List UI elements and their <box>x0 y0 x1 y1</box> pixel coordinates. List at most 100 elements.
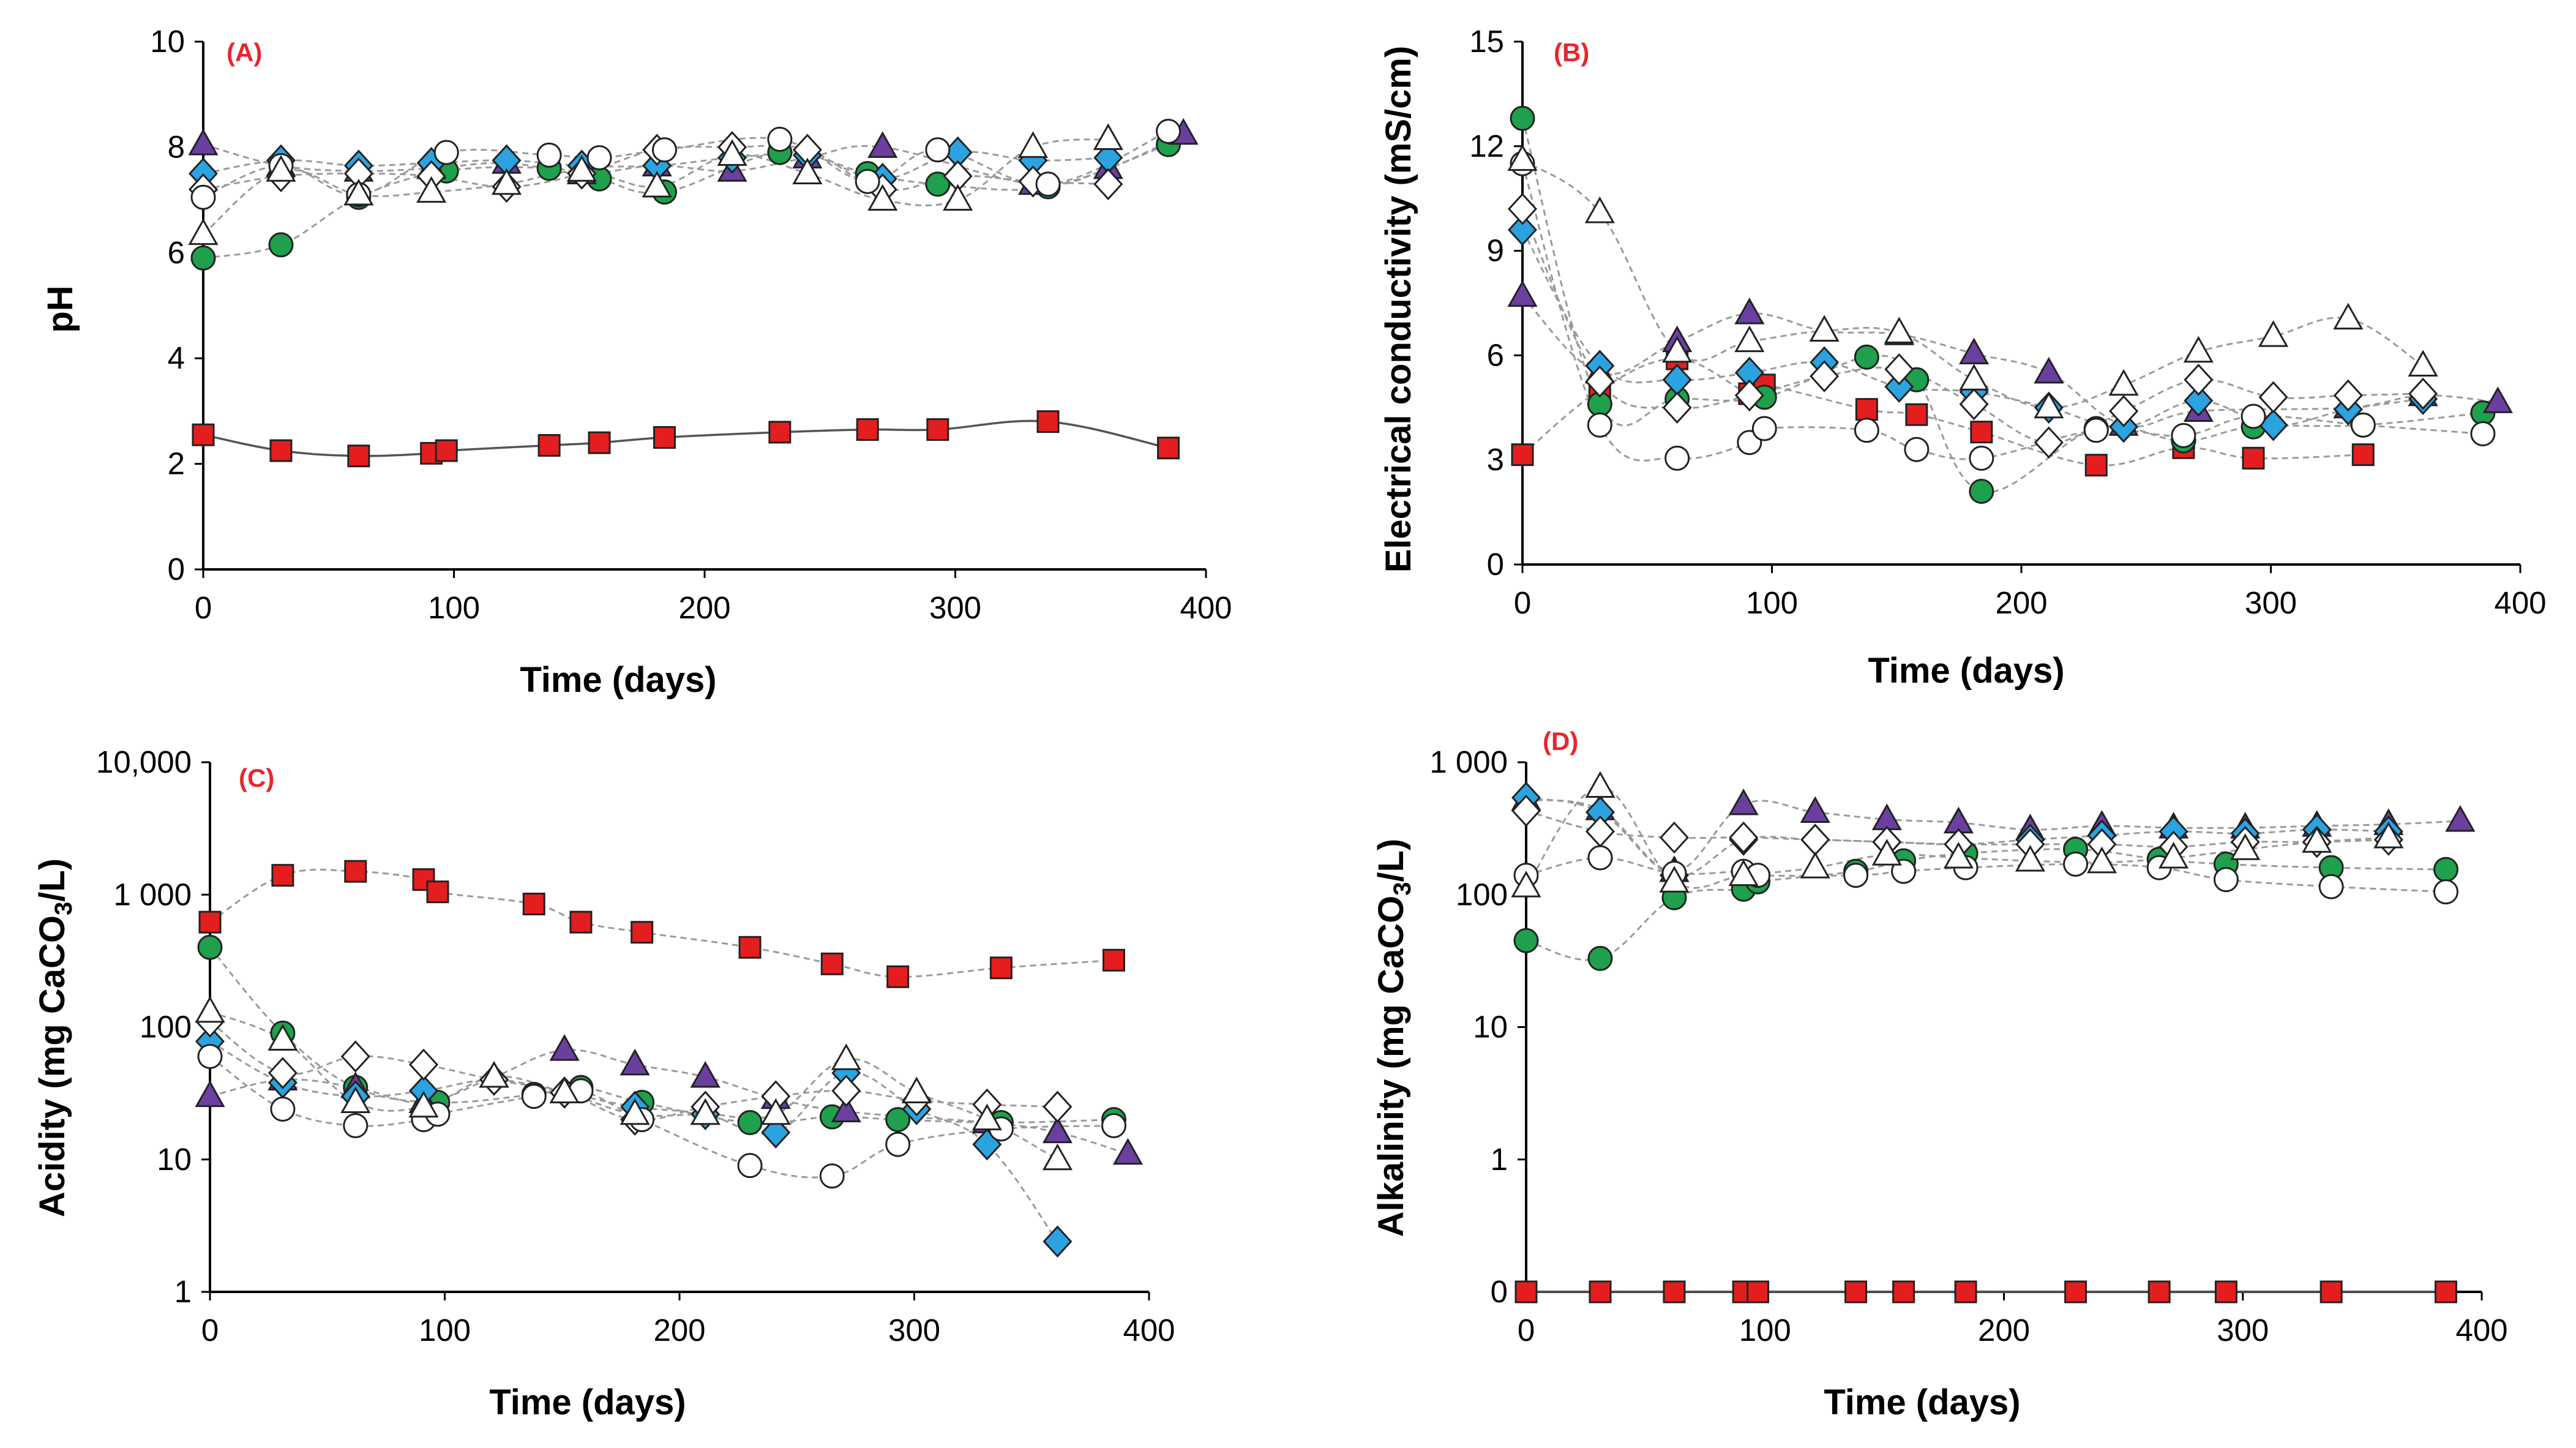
x-tick-label: 300 <box>929 590 981 625</box>
data-point-red-square <box>588 431 611 454</box>
data-point-red-square <box>1892 1280 1915 1304</box>
data-point-red-square <box>2084 454 2108 477</box>
y-tick-label: 6 <box>1487 337 1504 372</box>
data-point-white-diamond <box>1093 168 1123 200</box>
data-point-green-circle <box>885 1107 911 1133</box>
data-point-blue-diamond <box>1507 214 1538 246</box>
y-tick-label: 1 000 <box>113 877 192 912</box>
data-point-white-circle <box>1854 418 1879 443</box>
data-point-white-triangle <box>1734 325 1765 353</box>
data-point-white-circle <box>2171 422 2196 448</box>
data-point-white-triangle <box>2108 369 2139 396</box>
data-point-red-square <box>271 864 294 887</box>
data-point-red-square <box>1036 410 1060 433</box>
data-point-white-triangle <box>1584 196 1615 223</box>
data-point-white-diamond <box>1662 391 1692 424</box>
y-axis-title-c-subscript: 3 <box>50 902 77 915</box>
y-tick-label: 6 <box>168 235 185 270</box>
x-tick-label: 300 <box>2245 585 2297 620</box>
data-point-white-triangle <box>2408 350 2438 377</box>
data-point-green-circle <box>190 245 216 271</box>
data-point-white-triangle <box>479 1060 509 1088</box>
data-point-white-diamond <box>831 1075 861 1107</box>
data-point-red-square <box>426 880 449 904</box>
y-tick-label: 1 <box>174 1274 192 1309</box>
data-point-red-square <box>2434 1280 2457 1304</box>
data-point-blue-diamond <box>1043 1225 1073 1258</box>
data-point-white-triangle <box>1042 1143 1073 1171</box>
data-point-red-square <box>2147 1280 2171 1304</box>
data-point-white-triangle <box>566 155 597 182</box>
y-axis-title-a: pH <box>40 285 80 332</box>
data-point-red-square <box>1855 398 1878 421</box>
data-point-red-square <box>1954 1280 1977 1304</box>
data-point-white-diamond <box>268 1057 298 1089</box>
data-point-purple-triangle <box>620 1048 650 1076</box>
data-point-white-triangle <box>2086 846 2117 874</box>
x-tick-label: 200 <box>1978 1313 2030 1348</box>
data-point-white-triangle <box>1809 315 1840 342</box>
data-point-white-diamond <box>1507 193 1538 225</box>
data-point-green-circle <box>2433 857 2458 882</box>
x-axis-title-b: Time (days) <box>1868 651 2064 691</box>
y-tick-label: 0 <box>168 552 185 587</box>
series-line-white-triangle <box>1525 786 2389 889</box>
data-point-red-square <box>738 936 762 959</box>
data-point-red-square <box>2351 443 2375 467</box>
data-point-red-square <box>1844 1280 1868 1304</box>
data-point-red-square <box>1157 437 1180 460</box>
x-tick-label: 0 <box>1518 1313 1535 1348</box>
series-line-green-circle <box>209 947 1114 1124</box>
data-point-white-triangle <box>1017 131 1049 158</box>
data-point-white-circle <box>197 1043 223 1069</box>
data-point-purple-triangle <box>2482 386 2513 413</box>
data-point-red-square <box>768 421 792 444</box>
data-point-white-diamond <box>340 1040 370 1073</box>
data-point-white-triangle <box>943 184 973 211</box>
y-tick-label: 9 <box>1487 233 1504 268</box>
data-point-white-circle <box>767 126 793 152</box>
data-point-white-triangle <box>549 1076 580 1104</box>
data-point-white-circle <box>2063 851 2089 877</box>
data-point-white-triangle <box>901 1076 932 1104</box>
data-point-white-circle <box>270 1097 296 1122</box>
data-point-red-square <box>537 433 561 457</box>
series-line-green-circle <box>1526 848 2446 961</box>
x-tick-label: 400 <box>2494 585 2546 620</box>
data-point-purple-triangle <box>831 1095 861 1123</box>
y-tick-label: 100 <box>1456 877 1508 912</box>
data-point-green-circle <box>925 171 951 197</box>
y-tick-label: 0 <box>1487 547 1504 582</box>
data-point-red-square <box>886 965 910 988</box>
x-tick-label: 200 <box>1995 585 2047 620</box>
data-point-white-triangle <box>491 168 522 195</box>
data-point-red-square <box>435 439 458 462</box>
data-point-white-circle <box>343 1113 369 1139</box>
data-point-white-triangle <box>1511 871 1541 898</box>
data-point-white-diamond <box>1800 823 1830 856</box>
data-point-white-triangle <box>343 178 374 206</box>
data-point-white-triangle <box>642 170 672 198</box>
data-point-white-circle <box>1664 445 1690 471</box>
panel-label-d: (D) <box>1543 727 1578 756</box>
data-point-red-square <box>653 426 676 449</box>
data-point-white-circle <box>1969 445 1994 471</box>
data-point-green-circle <box>1513 928 1539 953</box>
x-tick-label: 400 <box>1123 1313 1175 1348</box>
data-point-red-square <box>1511 443 1534 467</box>
series-line-purple-triangle <box>1526 798 2460 872</box>
series-markers-c <box>195 860 1144 1258</box>
data-point-purple-triangle <box>2034 356 2064 384</box>
data-point-white-circle <box>1751 416 1777 441</box>
data-point-white-circle <box>1587 845 1613 871</box>
data-point-purple-triangle <box>1728 788 1759 816</box>
data-point-blue-diamond <box>2184 385 2214 417</box>
series-lines-b <box>1521 118 2498 493</box>
data-point-purple-triangle <box>1800 796 1830 823</box>
data-point-red-square <box>2320 1280 2343 1304</box>
data-point-red-square <box>522 893 545 916</box>
data-point-white-triangle <box>2333 302 2364 330</box>
data-point-purple-triangle <box>188 129 219 156</box>
data-point-white-triangle <box>188 218 219 246</box>
